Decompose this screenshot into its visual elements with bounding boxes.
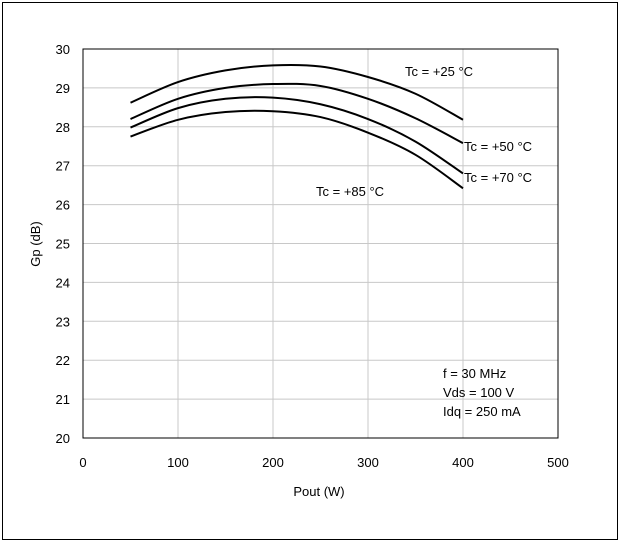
plot-area (82, 48, 559, 439)
y-tick-label: 22 (56, 353, 70, 368)
x-tick-label: 100 (167, 455, 189, 470)
x-tick-labels: 0 100 200 300 400 500 (79, 455, 568, 470)
y-tick-label: 26 (56, 198, 70, 213)
x-tick-label: 300 (357, 455, 379, 470)
y-tick-label: 28 (56, 120, 70, 135)
series-line-4 (130, 109, 464, 190)
annotation-vds: Vds = 100 V (443, 385, 515, 400)
series-label-tc25: Tc = +25 °C (405, 64, 473, 79)
annotation-idq: Idq = 250 mA (443, 404, 521, 419)
y-tick-label: 25 (56, 237, 70, 252)
series-lines (130, 63, 464, 190)
y-tick-label: 29 (56, 81, 70, 96)
series-label-tc70: Tc = +70 °C (464, 170, 532, 185)
y-tick-labels: 20 21 22 23 24 25 26 27 28 29 30 (56, 42, 70, 446)
x-tick-label: 0 (79, 455, 86, 470)
series-line-1 (130, 63, 464, 121)
series-label-tc85: Tc = +85 °C (316, 184, 384, 199)
x-axis-label: Pout (W) (293, 484, 344, 499)
annotation-frequency: f = 30 MHz (443, 366, 506, 381)
x-tick-label: 500 (547, 455, 569, 470)
y-tick-label: 23 (56, 314, 70, 329)
y-tick-label: 27 (56, 159, 70, 174)
x-tick-label: 200 (262, 455, 284, 470)
series-line-3 (130, 96, 464, 175)
series-label-tc50: Tc = +50 °C (464, 139, 532, 154)
y-tick-label: 24 (56, 275, 70, 290)
y-tick-label: 20 (56, 431, 70, 446)
y-tick-label: 21 (56, 392, 70, 407)
series-line-2 (130, 82, 464, 145)
y-axis-label: Gp (dB) (28, 221, 43, 267)
chart-frame (2, 2, 618, 540)
y-tick-label: 30 (56, 42, 70, 57)
x-tick-label: 400 (452, 455, 474, 470)
